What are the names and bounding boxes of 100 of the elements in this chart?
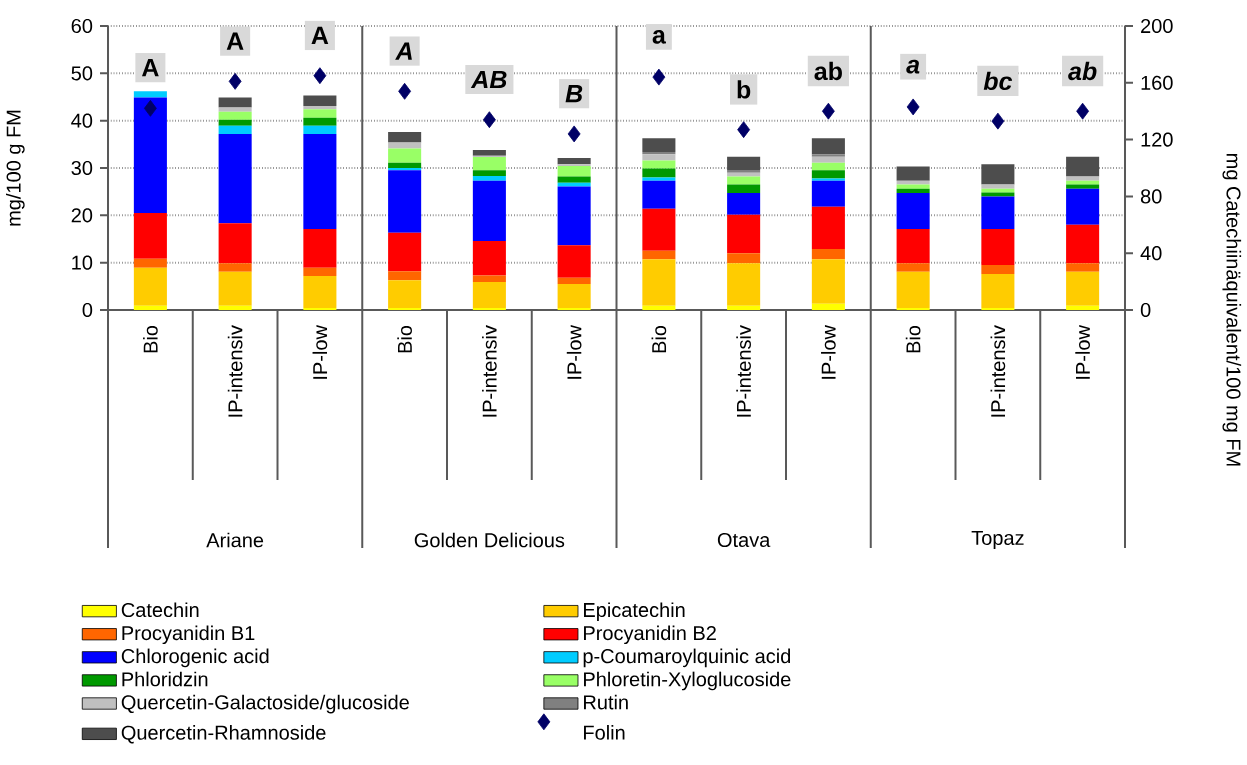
text: Otava — [717, 532, 771, 548]
x-tick-label: IP-intensiv — [227, 325, 243, 417]
y2-tick-label: 160 — [1141, 75, 1173, 90]
bar — [642, 138, 676, 152]
bar — [642, 208, 676, 251]
x-tick-label: Bio — [905, 325, 921, 353]
annotation: A — [226, 32, 244, 50]
annotation: A — [395, 42, 412, 60]
bar — [472, 150, 506, 156]
x-tick-label: Bio — [143, 325, 158, 353]
bar — [896, 229, 930, 264]
x-tick-label: IP-low — [1075, 325, 1090, 379]
bar — [218, 223, 252, 264]
bar — [727, 169, 761, 173]
bar — [133, 305, 167, 310]
y-tick-label: 60 — [71, 18, 93, 34]
bar — [981, 229, 1015, 266]
bar — [811, 154, 845, 157]
legend-label: Phloretin-Xyloglucoside — [584, 671, 791, 691]
bar — [1066, 156, 1100, 177]
bar — [303, 95, 337, 106]
bar — [133, 97, 167, 213]
bar — [388, 142, 422, 149]
bar — [557, 186, 591, 246]
bar — [218, 107, 252, 112]
point — [228, 72, 242, 90]
bar — [557, 158, 591, 165]
bar — [896, 193, 930, 230]
bar — [472, 180, 506, 241]
legend-label: Quercetin-Galactoside/glucoside — [121, 694, 409, 714]
bar — [218, 263, 252, 272]
x-tick-label: IP-intensiv — [736, 325, 751, 417]
bar — [303, 229, 337, 268]
annotation: B — [565, 85, 583, 103]
bar — [1066, 188, 1100, 225]
x-tick-label: Bio — [651, 325, 667, 353]
y-tick-label: 30 — [71, 160, 93, 176]
bar — [811, 162, 845, 171]
point — [567, 125, 581, 143]
bar — [388, 280, 422, 309]
x-tick-label: IP-low — [566, 325, 582, 379]
y2-tick-label: 80 — [1140, 189, 1162, 204]
point — [652, 68, 666, 86]
bar — [1066, 180, 1100, 185]
annotation: b — [737, 80, 751, 99]
y-tick-label: 40 — [71, 113, 93, 128]
text: Golden Delicious — [414, 532, 565, 548]
legend-label: Procyanidin B2 — [584, 625, 716, 645]
bar — [981, 265, 1015, 275]
bar — [388, 170, 422, 233]
x-tick-label: IP-low — [312, 325, 328, 379]
y-tick-label: 10 — [72, 255, 93, 270]
bar — [557, 245, 591, 278]
bar — [642, 168, 676, 178]
point — [482, 111, 496, 129]
y-tick-label: 50 — [71, 66, 93, 81]
bar — [727, 172, 761, 177]
bar — [1066, 305, 1100, 310]
bar — [303, 109, 337, 118]
bar — [472, 282, 506, 309]
point — [313, 67, 327, 85]
bar — [472, 170, 506, 177]
bar — [133, 267, 167, 306]
bar — [727, 214, 761, 254]
bar — [642, 180, 676, 209]
bar — [727, 193, 761, 215]
bar — [303, 275, 337, 309]
text: Topaz — [971, 531, 1024, 549]
bar — [727, 305, 761, 310]
bar — [472, 240, 506, 276]
bar — [727, 263, 761, 306]
x-tick-label: IP-intensiv — [990, 325, 1006, 417]
bar — [218, 133, 252, 224]
bar — [133, 212, 167, 259]
bar — [133, 258, 167, 268]
bar — [218, 97, 252, 108]
bar — [218, 125, 252, 134]
bar — [811, 138, 845, 155]
bar — [811, 178, 845, 181]
bar — [727, 253, 761, 264]
bar — [557, 166, 591, 177]
bar — [811, 248, 845, 260]
bar — [557, 283, 591, 309]
y2-tick-label: 0 — [1140, 302, 1151, 318]
legend-label: Chlorogenic acid — [121, 648, 269, 668]
bar — [642, 250, 676, 260]
legend-label: p-Coumaroylquinic acid — [583, 648, 791, 668]
bar — [642, 177, 676, 181]
bar — [388, 132, 422, 143]
y2-axis-title: mg Catechiinäquivalent/100 mg FM — [1222, 154, 1242, 466]
annotation: a — [906, 59, 920, 74]
y-axis-title: mg/100 g FM — [6, 110, 25, 226]
x-tick-label: IP-intensiv — [482, 325, 497, 417]
y2-tick-label: 200 — [1141, 18, 1173, 34]
bar — [811, 259, 845, 304]
legend-label: Epicatechin — [584, 602, 685, 622]
point — [1076, 102, 1090, 120]
annotation: ab — [1068, 61, 1097, 81]
bar — [896, 180, 930, 185]
y2-tick-label: 120 — [1141, 132, 1173, 147]
